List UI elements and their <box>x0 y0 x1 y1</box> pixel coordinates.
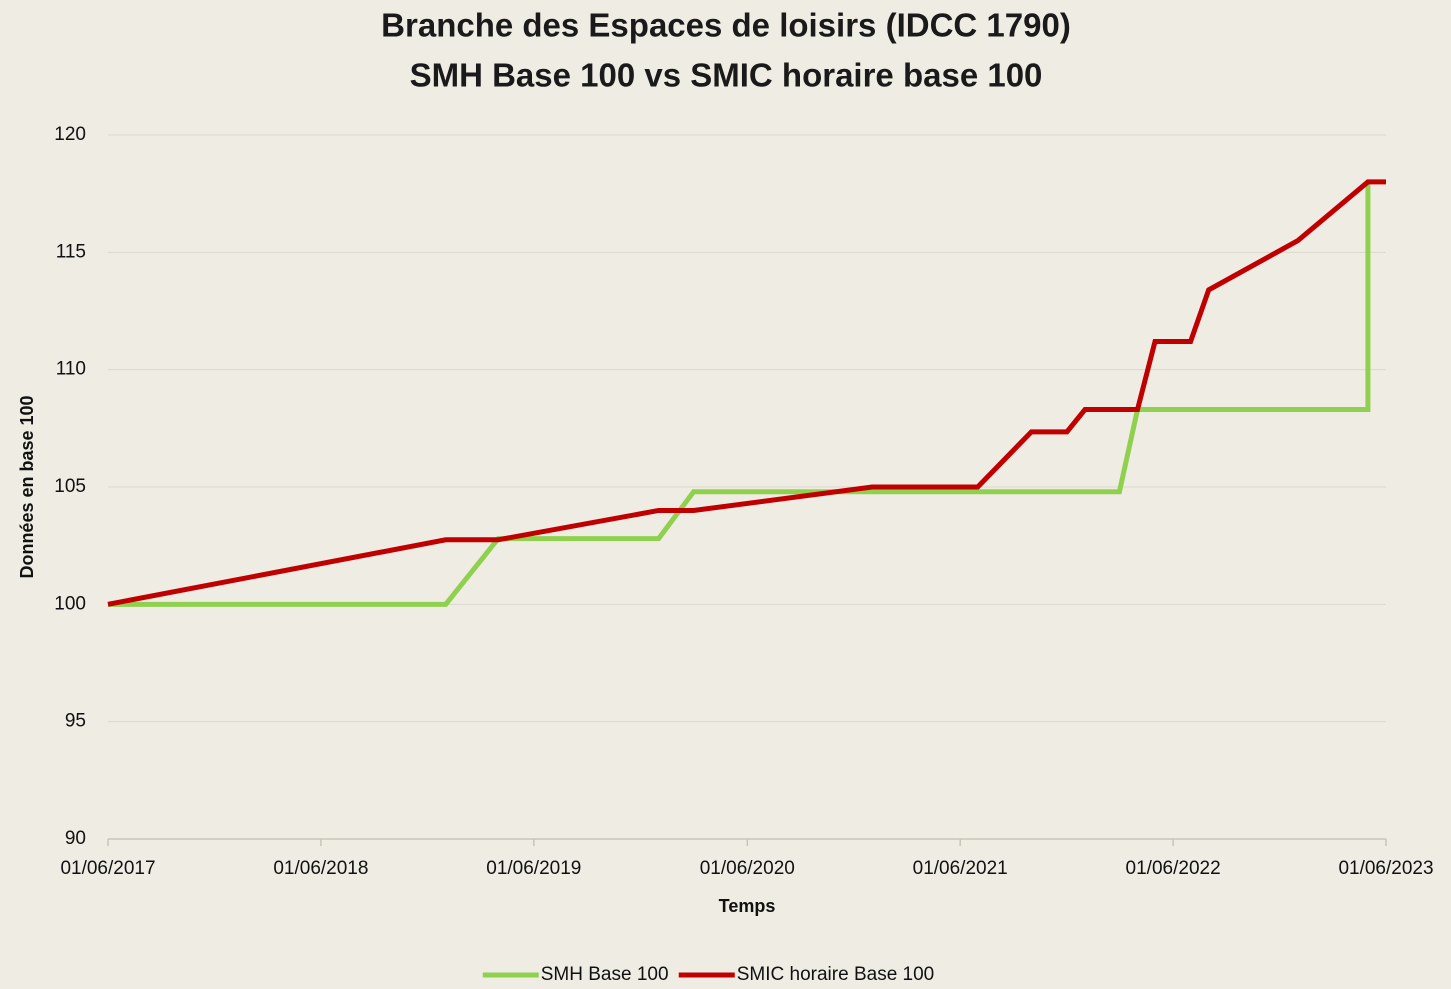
y-tick-label: 120 <box>54 124 86 145</box>
x-tick-label: 01/06/2023 <box>1338 858 1433 879</box>
chart-title: Branche des Espaces de loisirs (IDCC 179… <box>381 7 1071 44</box>
y-tick-label: 90 <box>65 828 86 849</box>
x-tick-label: 01/06/2021 <box>913 858 1008 879</box>
y-tick-label: 115 <box>56 241 86 262</box>
legend-label: SMH Base 100 <box>541 964 669 985</box>
x-tick-label: 01/06/2018 <box>273 858 368 879</box>
y-axis-title: Données en base 100 <box>17 395 37 578</box>
series-line <box>108 181 1371 607</box>
x-axis-title: Temps <box>719 896 776 916</box>
series-line <box>107 179 1386 607</box>
y-tick-label: 100 <box>54 593 86 614</box>
y-tick-label: 105 <box>54 476 86 497</box>
chart-subtitle: SMH Base 100 vs SMIC horaire base 100 <box>410 57 1043 94</box>
x-tick-label: 01/06/2020 <box>700 858 795 879</box>
y-tick-label: 95 <box>65 711 86 732</box>
x-tick-label: 01/06/2017 <box>60 858 155 879</box>
y-tick-label: 110 <box>56 359 86 380</box>
x-tick-label: 01/06/2022 <box>1126 858 1221 879</box>
legend-label: SMIC horaire Base 100 <box>737 964 935 985</box>
x-tick-label: 01/06/2019 <box>486 858 581 879</box>
